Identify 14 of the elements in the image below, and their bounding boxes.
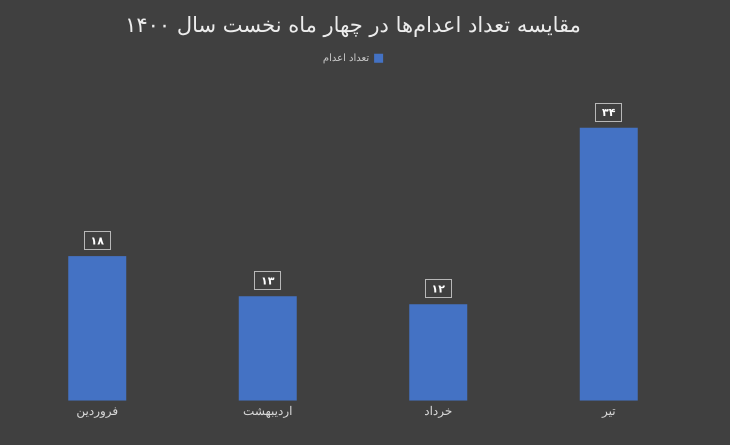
x-tick-label: تیر xyxy=(600,404,616,418)
data-label: ۱۲ xyxy=(432,282,446,296)
data-label: ۳۴ xyxy=(602,106,616,120)
data-label: ۱۸ xyxy=(90,234,104,248)
legend-label: تعداد اعدام xyxy=(322,52,370,64)
bar xyxy=(68,256,126,401)
x-tick-label: اردیبهشت xyxy=(243,404,292,418)
bar xyxy=(580,128,638,401)
chart-title: مقایسه تعداد اعدام‌ها در چهار ماه نخست سال ۱۴۰۰ xyxy=(125,13,581,38)
bar xyxy=(238,296,297,401)
bar xyxy=(409,304,468,401)
x-tick-label: فروردین xyxy=(76,404,118,418)
data-label: ۱۳ xyxy=(261,274,275,288)
x-tick-label: خرداد xyxy=(424,404,452,418)
